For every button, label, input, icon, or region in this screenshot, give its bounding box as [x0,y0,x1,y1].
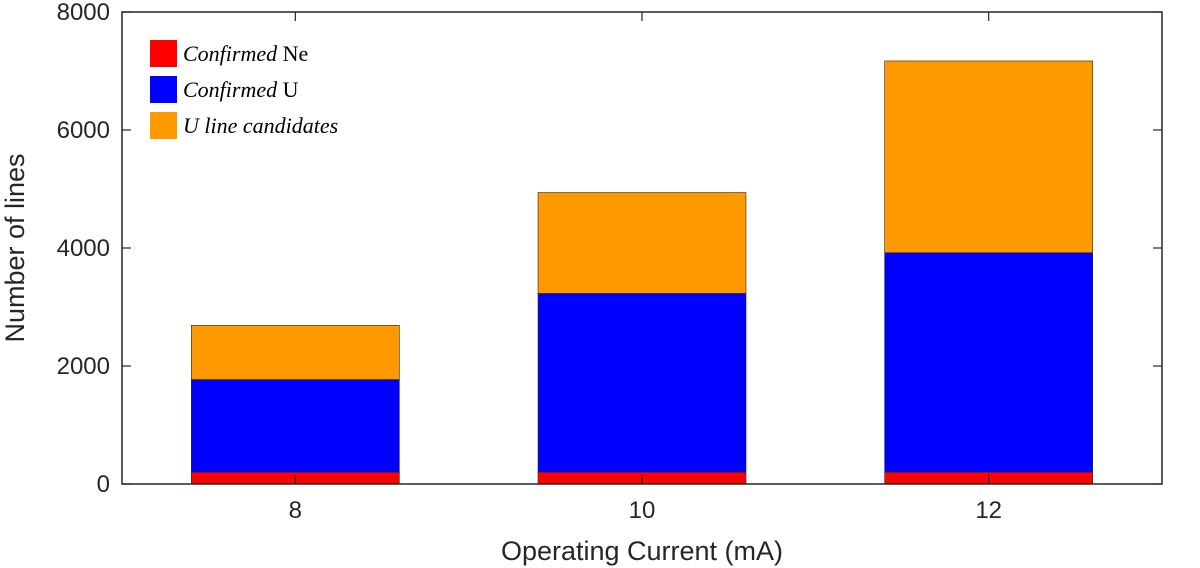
bar-12-series-1 [884,252,1093,473]
x-axis-ticks: 8 10 12 [289,12,1002,524]
y-tick-label: 6000 [57,117,110,144]
y-tick-label: 8000 [57,0,110,26]
x-tick-label: 12 [975,497,1002,524]
legend-swatch-2 [150,112,177,139]
legend-entry-0: Confirmed Ne [183,41,308,66]
y-tick-label: 2000 [57,353,110,380]
x-axis-label: Operating Current (mA) [501,536,783,566]
legend: Confirmed Ne Confirmed U U line candidates [140,30,410,142]
bar-8-series-1 [191,379,400,473]
y-tick-label: 4000 [57,235,110,262]
y-axis-label: Number of lines [0,153,30,342]
legend-entry-1: Confirmed U [183,77,299,102]
legend-background [140,30,410,142]
x-tick-label: 10 [629,497,656,524]
y-axis-ticks: 0 2000 4000 6000 8000 [57,0,1162,498]
bar-10-series-2 [537,192,747,294]
bar-10-series-1 [537,293,747,473]
bar-8-series-2 [191,324,400,380]
legend-swatch-1 [150,76,177,103]
legend-swatch-0 [150,40,177,67]
legend-entry-2: U line candidates [183,113,338,138]
y-tick-label: 0 [97,471,110,498]
bar-12-series-2 [884,60,1093,254]
x-tick-label: 8 [289,497,302,524]
